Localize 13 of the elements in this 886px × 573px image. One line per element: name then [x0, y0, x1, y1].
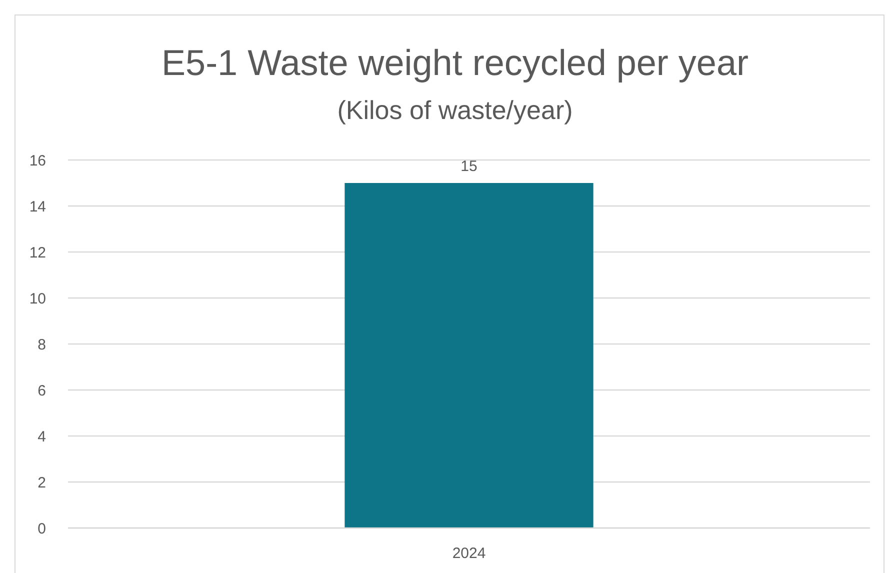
x-tick-label: 2024 [452, 545, 486, 562]
y-tick-label: 2 [38, 474, 46, 492]
y-tick-label: 6 [38, 382, 46, 400]
chart-subtitle: (Kilos of waste/year) [337, 95, 573, 125]
y-tick-label: 8 [38, 336, 46, 354]
chart-title: E5-1 Waste weight recycled per year [162, 42, 748, 83]
data-label: 15 [460, 158, 478, 175]
y-tick-label: 0 [38, 520, 46, 538]
y-tick-label: 14 [29, 198, 46, 216]
y-tick-label: 12 [29, 244, 46, 262]
y-tick-label: 16 [29, 152, 46, 170]
y-tick-label: 10 [29, 290, 46, 308]
y-tick-label: 4 [38, 428, 46, 446]
